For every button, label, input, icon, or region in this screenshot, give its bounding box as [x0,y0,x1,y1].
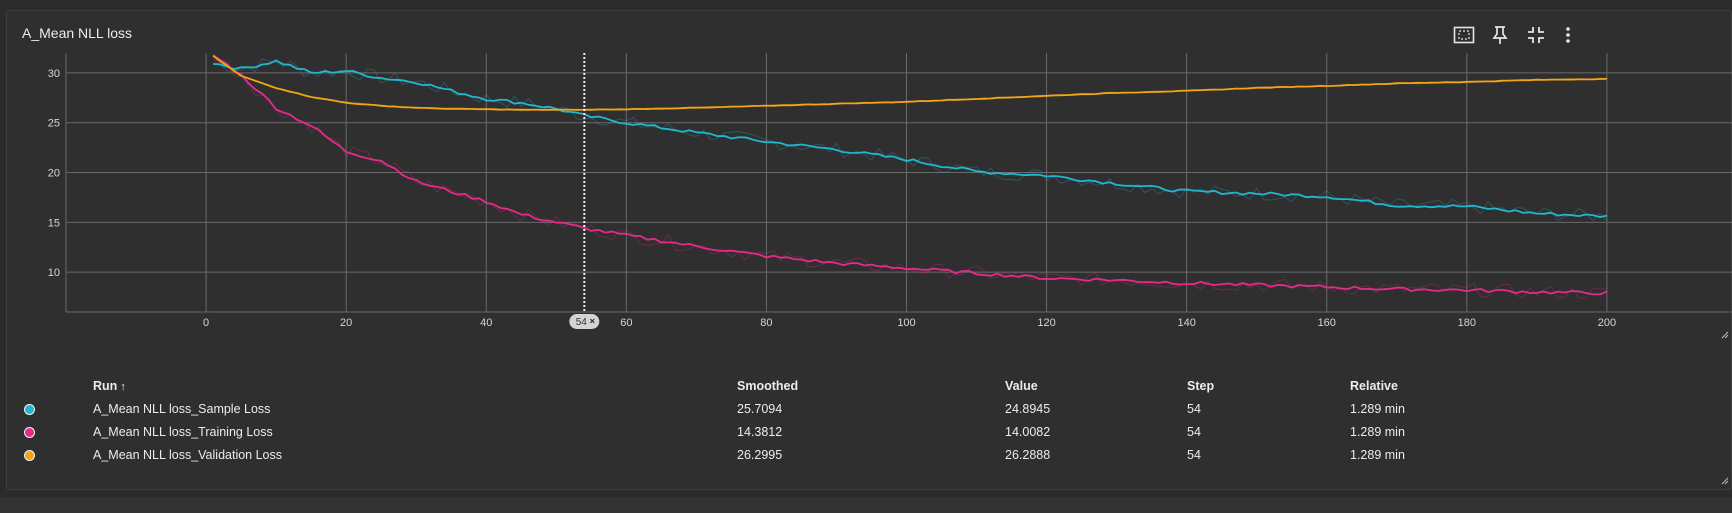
next-card-edge [0,498,1732,513]
y-tick-label: 20 [48,168,60,180]
cursor-step-chip[interactable] [569,314,600,329]
run-color-dot[interactable] [24,403,35,415]
runs-table: Run ↑ Smoothed Value Step Relative A_Mean… [17,375,1510,466]
step-cursor[interactable]: 54 [569,53,600,329]
x-tick-label: 20 [340,317,352,329]
smoothed-cell: 14.3812 [737,424,783,439]
collapse-icon [1528,27,1544,43]
run-name-cell: A_Mean NLL loss_Training Loss [93,424,273,439]
x-tick-label: 160 [1318,317,1336,329]
run-color-cell [17,443,93,466]
more-vert-icon [1566,27,1570,43]
sort-ascending-icon: ↑ [120,381,126,393]
value-cell: 14.0082 [1005,424,1051,439]
smoothed-column-header[interactable]: Smoothed [737,379,799,393]
x-tick-label: 200 [1598,317,1616,329]
table-row[interactable]: A_Mean NLL loss_Training Loss 14.3812 14… [17,420,1510,443]
series-line[interactable] [212,54,1608,296]
x-tick-label: 120 [1037,317,1055,329]
y-tick-label: 25 [48,118,60,130]
raw-series-line [213,60,1607,299]
run-color-dot[interactable] [24,449,35,461]
series-line[interactable] [213,59,1608,218]
y-tick-label: 15 [48,217,60,229]
step-column-header[interactable]: Step [1187,379,1215,393]
run-color-cell [17,420,93,443]
run-header-label: Run [93,379,118,393]
table-row[interactable]: A_Mean NLL loss_Validation Loss 26.2995 … [17,443,1510,466]
smoothed-cell: 26.2995 [737,447,783,462]
run-column-header[interactable]: Run ↑ [93,375,737,397]
x-tick-label: 80 [760,317,772,329]
x-tick-label: 60 [620,317,632,329]
step-cell: 54 [1187,447,1201,462]
card-resize-handle[interactable] [1721,477,1729,485]
line-chart[interactable]: 54 0 20 40 60 80 100 120 140 160 180 200 10 15 20 25 30 [7,11,1732,371]
cursor-close-icon[interactable] [589,318,595,324]
fit-to-data-icon [1453,26,1475,44]
x-tick-label: 40 [480,317,492,329]
pin-button[interactable] [1487,23,1513,47]
x-tick-label: 180 [1458,317,1476,329]
value-column-header[interactable]: Value [1005,379,1038,393]
value-cell: 26.2888 [1005,447,1051,462]
more-options-button[interactable] [1555,23,1581,47]
x-tick-label: 100 [897,317,915,329]
y-tick-label: 10 [48,267,60,279]
series-layer [212,54,1608,296]
smoothed-cell: 25.7094 [737,401,783,416]
table-row[interactable]: A_Mean NLL loss_Sample Loss 25.7094 24.8… [17,397,1510,420]
raw-series-line [213,58,1608,222]
value-cell: 24.8945 [1005,401,1051,416]
tick-labels: 0 20 40 60 80 100 120 140 160 180 200 10 15 20 25 30 [48,68,1616,329]
x-tick-label: 0 [203,317,209,329]
run-name-cell: A_Mean NLL loss_Sample Loss [93,401,271,416]
table-header-row: Run ↑ Smoothed Value Step Relative [17,375,1510,397]
relative-column-header[interactable]: Relative [1350,379,1398,393]
chart-grid [65,53,1732,313]
y-tick-label: 30 [48,68,60,80]
run-color-cell [17,397,93,420]
pin-icon [1492,26,1508,44]
relative-cell: 1.289 min [1350,401,1405,416]
step-cell: 54 [1187,401,1201,416]
chart-resize-handle[interactable] [1721,331,1729,339]
x-tick-label: 140 [1177,317,1195,329]
chart-card: A_Mean NLL loss [6,10,1732,490]
card-title: A_Mean NLL loss [22,25,132,41]
cursor-step-label: 54 [576,317,588,328]
series-line[interactable] [212,55,1607,111]
run-color-dot[interactable] [24,426,35,438]
relative-cell: 1.289 min [1350,447,1405,462]
fit-to-data-button[interactable] [1451,23,1477,47]
color-column-header [17,375,93,397]
raw-series-layer [212,54,1608,299]
relative-cell: 1.289 min [1350,424,1405,439]
step-cell: 54 [1187,424,1201,439]
collapse-button[interactable] [1523,23,1549,47]
run-name-cell: A_Mean NLL loss_Validation Loss [93,447,283,462]
